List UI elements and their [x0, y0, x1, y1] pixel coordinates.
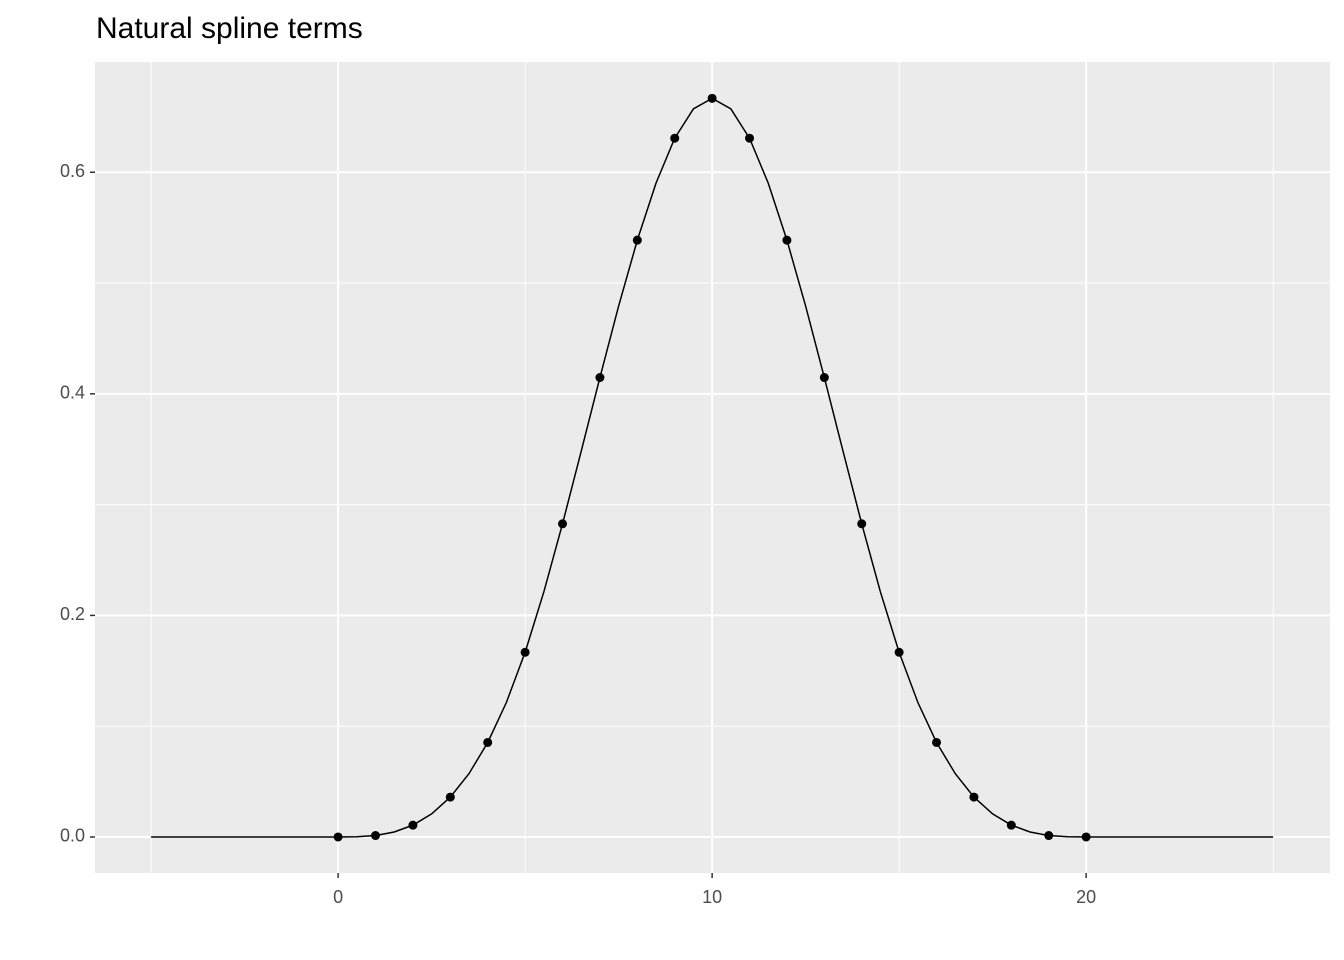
- y-tick-label: 0.2: [60, 604, 85, 624]
- point: [445, 792, 455, 802]
- point: [932, 737, 942, 747]
- x-tick-label: 10: [702, 887, 722, 907]
- y-tick-label: 0.0: [60, 826, 85, 846]
- point: [1044, 831, 1054, 841]
- point: [333, 832, 343, 842]
- point: [707, 93, 717, 103]
- point: [670, 133, 680, 143]
- x-tick-label: 20: [1076, 887, 1096, 907]
- point: [595, 373, 605, 383]
- point: [969, 792, 979, 802]
- point: [782, 235, 792, 245]
- point: [558, 519, 568, 529]
- point: [1081, 832, 1091, 842]
- point: [408, 820, 418, 830]
- point: [894, 647, 904, 657]
- point: [745, 133, 755, 143]
- point: [1006, 820, 1016, 830]
- point: [520, 647, 530, 657]
- point: [819, 373, 829, 383]
- y-tick-label: 0.6: [60, 161, 85, 181]
- point: [371, 831, 381, 841]
- y-tick-label: 0.4: [60, 383, 85, 403]
- point: [632, 235, 642, 245]
- chart-title: Natural spline terms: [96, 12, 363, 45]
- point: [483, 737, 493, 747]
- x-tick-label: 0: [333, 887, 343, 907]
- point: [857, 519, 867, 529]
